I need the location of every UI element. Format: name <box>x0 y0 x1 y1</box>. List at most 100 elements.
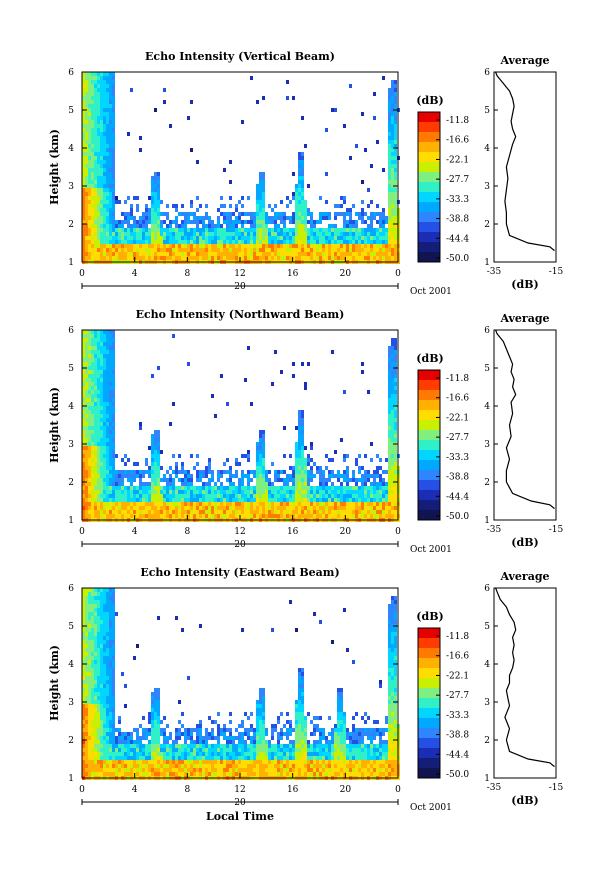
heatmap-cell <box>118 236 121 240</box>
heatmap-cell <box>103 378 106 382</box>
x-tick-label: 0 <box>79 527 85 537</box>
heatmap-cell <box>82 478 85 482</box>
heatmap-cell <box>148 490 151 494</box>
heatmap-cell <box>118 740 121 744</box>
heatmap-cell <box>91 676 94 680</box>
heatmap-cell <box>373 482 376 486</box>
heatmap-cell <box>262 196 265 200</box>
heatmap-cell <box>373 248 376 252</box>
heatmap-cell <box>112 80 115 84</box>
heatmap-cell <box>367 240 370 244</box>
heatmap-cell <box>151 752 154 756</box>
heatmap-cell <box>154 434 157 438</box>
heatmap-cell <box>85 192 88 196</box>
heatmap-cell <box>103 466 106 470</box>
heatmap-cell <box>97 712 100 716</box>
heatmap-cell <box>172 228 175 232</box>
colorbar-tick-label: -38.8 <box>446 215 469 225</box>
heatmap-cell <box>376 244 379 248</box>
heatmap-cell <box>361 252 364 256</box>
heatmap-cell <box>109 482 112 486</box>
heatmap-cell <box>109 346 112 350</box>
heatmap-cell <box>109 112 112 116</box>
heatmap-cell <box>184 216 187 220</box>
heatmap-cell <box>85 84 88 88</box>
heatmap-cell <box>337 252 340 256</box>
heatmap-cell <box>85 168 88 172</box>
heatmap-cell <box>97 648 100 652</box>
heatmap-cell <box>304 458 307 462</box>
heatmap-cell <box>103 236 106 240</box>
heatmap-cell <box>109 354 112 358</box>
heatmap-cell <box>382 498 385 502</box>
heatmap-cell <box>97 596 100 600</box>
heatmap-cell <box>109 188 112 192</box>
heatmap-cell <box>301 256 304 260</box>
heatmap-cell <box>109 180 112 184</box>
heatmap-cell <box>325 244 328 248</box>
heatmap-cell <box>88 494 91 498</box>
heatmap-cell <box>97 200 100 204</box>
heatmap-cell <box>139 772 142 776</box>
heatmap-cell <box>292 470 295 474</box>
heatmap-cell <box>181 462 184 466</box>
heatmap-cell <box>151 466 154 470</box>
heatmap-cell <box>145 248 148 252</box>
heatmap-cell <box>103 128 106 132</box>
heatmap-cell <box>226 244 229 248</box>
heatmap-cell <box>298 252 301 256</box>
heatmap-cell <box>82 208 85 212</box>
heatmap-cell <box>151 458 154 462</box>
heatmap-cell <box>130 228 133 232</box>
heatmap-cell <box>154 728 157 732</box>
heatmap-cell <box>358 486 361 490</box>
heatmap-cell <box>85 764 88 768</box>
heatmap-cell <box>379 502 382 506</box>
heatmap-cell <box>391 486 394 490</box>
heatmap-cell <box>259 248 262 252</box>
heatmap-cell <box>259 184 262 188</box>
heatmap-cell <box>319 244 322 248</box>
heatmap-cell <box>109 84 112 88</box>
heatmap-cell <box>358 478 361 482</box>
heatmap-cell <box>154 220 157 224</box>
heatmap-cell <box>262 252 265 256</box>
heatmap-cell <box>112 498 115 502</box>
heatmap-cell <box>211 506 214 510</box>
heatmap-cell <box>394 402 397 406</box>
heatmap-cell <box>385 482 388 486</box>
heatmap-cell <box>220 248 223 252</box>
heatmap-cell <box>85 494 88 498</box>
heatmap-cell <box>391 160 394 164</box>
heatmap-cell <box>280 232 283 236</box>
heatmap-cell <box>91 92 94 96</box>
heatmap-cell <box>325 252 328 256</box>
heatmap-cell <box>196 216 199 220</box>
heatmap-cell <box>295 240 298 244</box>
heatmap-cell <box>394 362 397 366</box>
heatmap-cell <box>88 108 91 112</box>
heatmap-cell <box>337 486 340 490</box>
heatmap-cell <box>373 494 376 498</box>
heatmap-cell <box>391 236 394 240</box>
heatmap-cell <box>97 632 100 636</box>
heatmap-cell <box>256 478 259 482</box>
heatmap-cell <box>91 620 94 624</box>
heatmap-cell <box>100 196 103 200</box>
heatmap-cell <box>121 672 124 676</box>
heatmap-cell <box>130 502 133 506</box>
heatmap-cell <box>82 490 85 494</box>
heatmap-cell <box>364 498 367 502</box>
heatmap-cell <box>388 478 391 482</box>
heatmap-cell <box>106 604 109 608</box>
heatmap-cell <box>82 446 85 450</box>
heatmap-cell <box>82 422 85 426</box>
heatmap-cell <box>277 248 280 252</box>
heatmap-cell <box>388 236 391 240</box>
profile-frame <box>493 329 557 521</box>
heatmap-cell <box>262 204 265 208</box>
heatmap-cell <box>115 470 118 474</box>
heatmap-cell <box>124 216 127 220</box>
heatmap-cell <box>205 212 208 216</box>
heatmap-cell <box>178 470 181 474</box>
